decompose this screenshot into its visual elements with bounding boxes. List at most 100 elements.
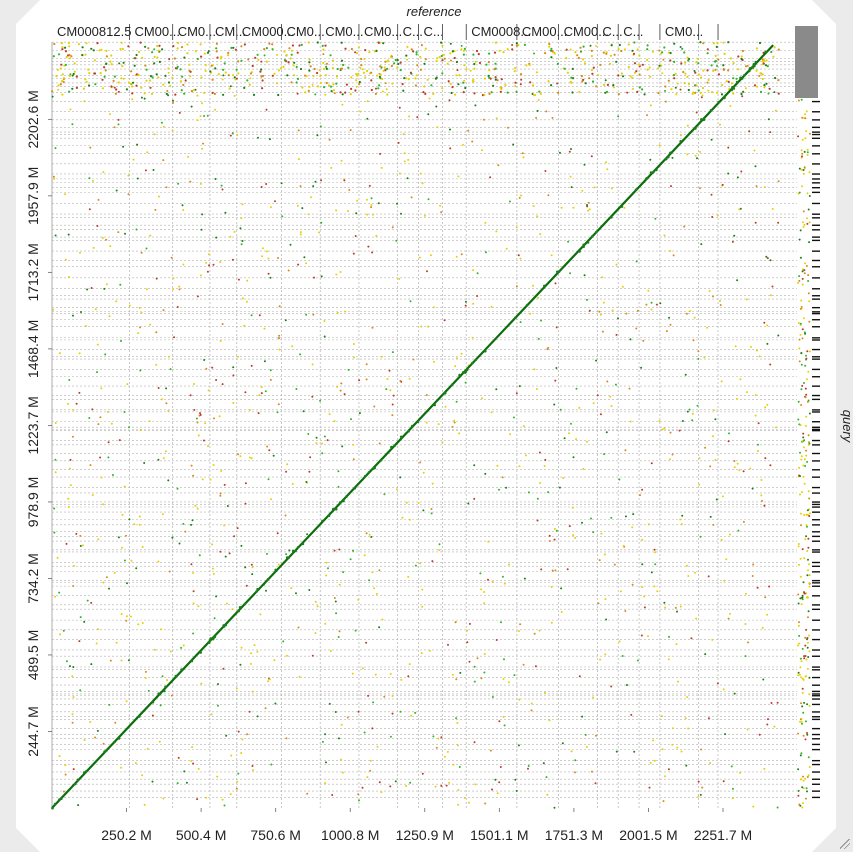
alignment-dot (740, 57, 743, 61)
sidebar-hit (801, 138, 804, 141)
alignment-dot (228, 552, 231, 555)
alignment-dot (412, 50, 415, 53)
alignment-dot (435, 59, 438, 63)
alignment-dot (503, 582, 506, 585)
alignment-dot (144, 64, 147, 67)
alignment-dot (258, 394, 261, 397)
alignment-dot (633, 41, 636, 44)
alignment-dot (358, 83, 361, 86)
alignment-dot (609, 54, 613, 57)
alignment-dot (64, 193, 67, 196)
alignment-dot (268, 138, 271, 141)
alignment-dot (519, 623, 522, 626)
alignment-dot (601, 330, 604, 333)
alignment-dot (331, 794, 334, 796)
diagonal-hit (732, 87, 736, 90)
alignment-dot (579, 50, 583, 53)
alignment-dot (450, 59, 452, 62)
query-tick (812, 718, 820, 721)
alignment-dot (90, 287, 93, 289)
resize-handle-icon[interactable] (840, 839, 850, 849)
alignment-dot (472, 53, 475, 56)
alignment-dot (389, 735, 392, 738)
alignment-dot (202, 142, 205, 145)
alignment-dot (267, 478, 270, 481)
alignment-dot (114, 92, 117, 95)
sidebar-hit (797, 418, 800, 421)
alignment-dot (204, 64, 207, 67)
alignment-dot (386, 378, 389, 380)
alignment-dot (762, 62, 765, 65)
sidebar-hit (802, 225, 805, 228)
alignment-dot (228, 87, 231, 90)
alignment-dot (432, 735, 435, 738)
alignment-dot (712, 523, 715, 526)
alignment-dot (444, 405, 447, 408)
sidebar-hit (804, 675, 807, 678)
alignment-dot (339, 389, 342, 392)
sidebar-hit (806, 148, 809, 151)
diagonal-hit (256, 587, 259, 591)
alignment-dot (105, 49, 108, 53)
alignment-dot (240, 544, 243, 547)
query-tick (812, 783, 820, 785)
alignment-dot (430, 84, 433, 87)
alignment-dot (54, 471, 57, 474)
diagonal-hit (74, 782, 77, 786)
alignment-dot (189, 180, 192, 183)
alignment-dot (83, 100, 86, 103)
alignment-dot (214, 108, 216, 111)
alignment-dot (513, 674, 516, 677)
alignment-dot (620, 49, 623, 53)
alignment-dot (340, 159, 343, 162)
alignment-dot (359, 66, 362, 69)
alignment-dot (426, 78, 429, 81)
alignment-dot (169, 368, 172, 371)
alignment-dot (370, 79, 373, 82)
alignment-dot (339, 91, 342, 94)
alignment-dot (601, 276, 604, 279)
alignment-dot (731, 797, 734, 800)
alignment-dot (449, 42, 452, 45)
sidebar-hit (801, 692, 804, 694)
alignment-dot (177, 41, 180, 45)
alignment-dot (69, 484, 72, 487)
alignment-dot (707, 89, 710, 92)
sidebar-hit (806, 646, 809, 649)
alignment-dot (436, 57, 439, 60)
sidebar-hit (800, 660, 803, 663)
query-tick (812, 326, 820, 328)
alignment-dot (720, 538, 723, 541)
alignment-dot (572, 77, 575, 80)
alignment-dot (640, 366, 643, 369)
alignment-dot (318, 69, 321, 71)
alignment-dot (468, 622, 471, 625)
alignment-dot (146, 151, 149, 154)
alignment-dot (137, 50, 141, 54)
alignment-dot (324, 44, 327, 47)
alignment-dot (158, 44, 161, 47)
alignment-dot (177, 182, 180, 185)
alignment-dot (714, 54, 717, 58)
alignment-dot (174, 67, 177, 70)
alignment-dot (738, 208, 741, 211)
alignment-dot (518, 465, 521, 468)
alignment-dot (590, 517, 592, 520)
alignment-dot (115, 300, 118, 303)
alignment-dot (469, 69, 472, 72)
alignment-dot (323, 320, 326, 322)
alignment-dot (699, 150, 701, 153)
alignment-dot (240, 45, 243, 48)
alignment-dot (237, 278, 240, 281)
alignment-dot (146, 747, 149, 750)
alignment-dot (548, 42, 551, 46)
alignment-dot (483, 93, 486, 96)
alignment-dot (371, 571, 374, 574)
diagonal-hit (669, 151, 672, 155)
alignment-dot (261, 247, 264, 250)
alignment-dot (102, 171, 105, 174)
alignment-dot (239, 455, 242, 458)
alignment-dot (476, 295, 479, 297)
alignment-dot (160, 121, 163, 124)
